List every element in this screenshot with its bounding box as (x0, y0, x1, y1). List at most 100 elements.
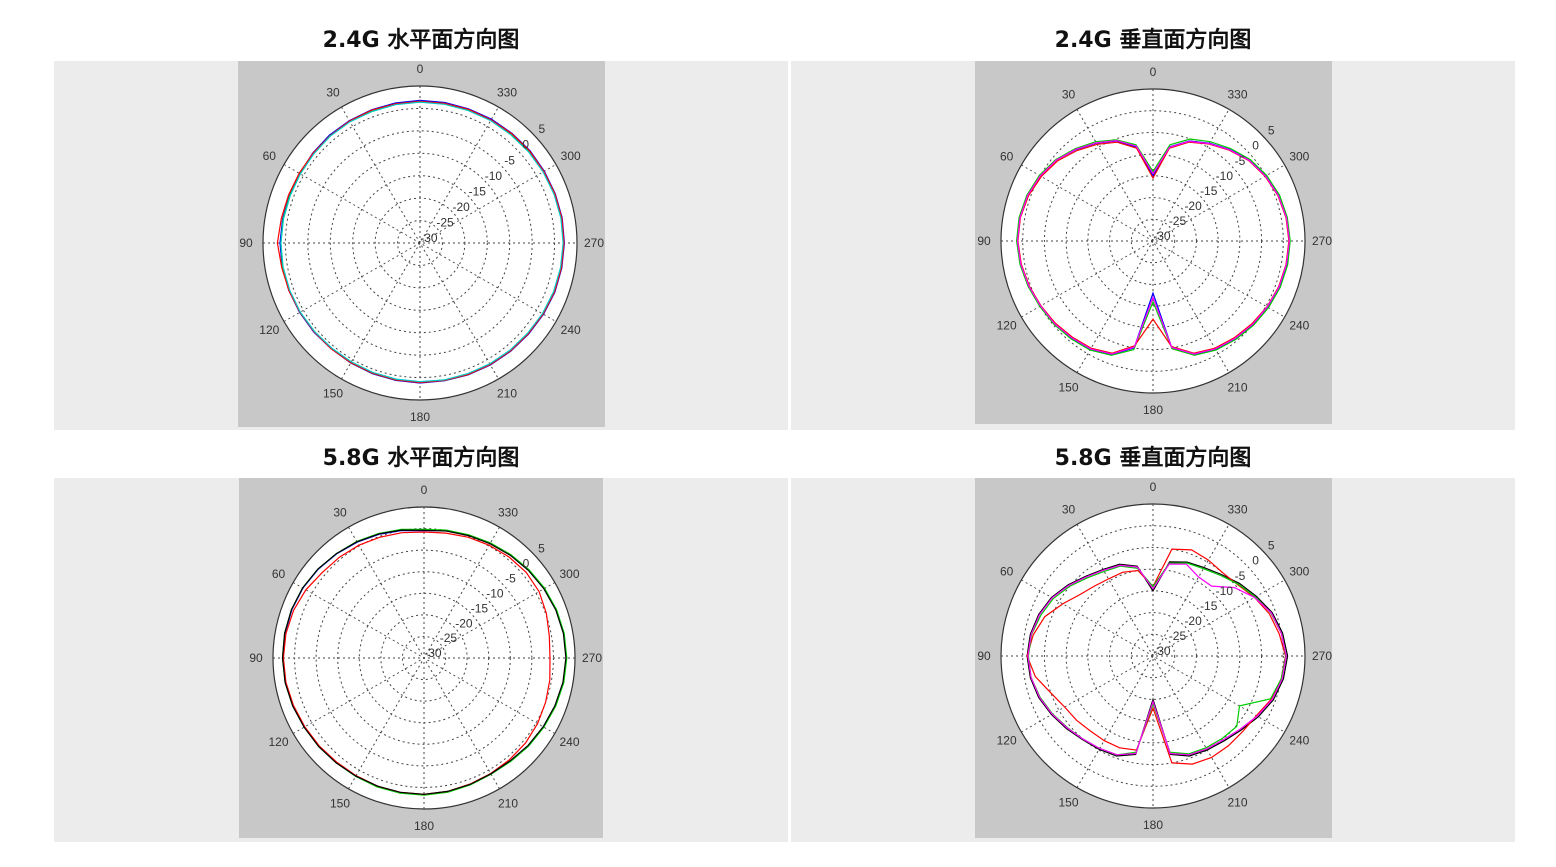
polar-gridline-ring (1065, 153, 1241, 329)
radial-tick-label: -20 (452, 200, 470, 214)
radial-tick-label: -30 (1153, 229, 1171, 243)
angle-tick-label: 60 (1000, 565, 1014, 579)
angle-tick-label: 180 (414, 819, 434, 833)
angle-tick-label: 330 (498, 506, 518, 520)
angle-tick-label: 240 (1289, 319, 1309, 333)
angle-tick-label: 0 (421, 483, 428, 497)
polar-gridline-spoke (1076, 109, 1230, 373)
angle-tick-label: 150 (330, 796, 350, 810)
radial-tick-label: -30 (420, 231, 438, 245)
angle-tick-label: 330 (497, 85, 517, 99)
radial-tick-label: -25 (440, 631, 458, 645)
polar-gridline-ring (315, 549, 533, 767)
angle-tick-label: 330 (1227, 88, 1247, 102)
radial-tick-label: -10 (1216, 169, 1234, 183)
radial-tick-label: 5 (1268, 539, 1275, 553)
angle-tick-label: 150 (1058, 380, 1078, 394)
angle-tick-label: 300 (1289, 150, 1309, 164)
radial-tick-label: 0 (522, 138, 529, 152)
angle-tick-label: 120 (997, 734, 1017, 748)
pattern-series-line (1027, 562, 1287, 756)
polar-gridline-ring (380, 614, 468, 702)
radial-tick-label: -10 (485, 169, 503, 183)
angle-tick-label: 270 (582, 651, 602, 665)
radial-tick-label: -20 (455, 616, 473, 630)
angle-tick-label: 240 (561, 323, 581, 337)
pattern-series-line (1026, 561, 1289, 757)
polar-chart: 0306090120150180210240270300330-30-25-20… (239, 62, 604, 424)
polar-gridline-ring (1022, 525, 1284, 787)
radial-tick-label: -15 (1200, 599, 1218, 613)
polar-gridline-ring (1065, 568, 1241, 744)
angle-tick-label: 60 (272, 567, 286, 581)
polar-chart: 0306090120150180210240270300330-30-25-20… (249, 483, 602, 833)
angle-tick-label: 30 (326, 85, 340, 99)
polar-gridline-ring (307, 130, 533, 356)
pattern-series-line (280, 101, 564, 383)
angle-tick-label: 0 (1150, 65, 1157, 79)
angle-tick-label: 210 (1227, 380, 1247, 394)
angle-tick-label: 90 (977, 649, 991, 663)
angle-tick-label: 180 (410, 410, 430, 424)
polar-chart: 0 30 60 90 120 150 180 210 240 270 300 330 -30-25-20… (977, 65, 1332, 417)
radial-tick-label: -10 (486, 586, 504, 600)
radial-tick-label: -5 (505, 571, 516, 585)
angle-tick-label: 120 (997, 319, 1017, 333)
radial-tick-label: -25 (1169, 629, 1187, 643)
angle-tick-label: 240 (1289, 734, 1309, 748)
radial-tick-label: -10 (1216, 584, 1234, 598)
angle-tick-label: 270 (584, 236, 604, 250)
angle-tick-label: 60 (1000, 150, 1014, 164)
chart-title: 5.8G 水平面方向图 (322, 446, 520, 471)
polar-gridline-spoke (1076, 524, 1230, 788)
angle-tick-label: 60 (263, 149, 277, 163)
radial-tick-label: -15 (1200, 184, 1218, 198)
polar-chart: 0306090120150180210240270300330-30-25-20… (977, 480, 1332, 832)
pattern-series-line (1016, 139, 1291, 355)
polar-gridline-ring (337, 571, 511, 745)
radial-tick-label: -5 (1235, 154, 1246, 168)
pattern-series-line (276, 100, 565, 384)
pattern-series-line (1015, 138, 1291, 356)
radial-tick-label: 0 (1252, 554, 1259, 568)
radial-tick-label: -5 (504, 153, 515, 167)
radial-tick-label: -20 (1184, 614, 1202, 628)
polar-gridline-ring (397, 220, 443, 266)
angle-tick-label: 120 (268, 735, 288, 749)
angle-tick-label: 210 (497, 387, 517, 401)
angle-tick-label: 330 (1227, 503, 1247, 517)
angle-tick-label: 30 (1062, 503, 1076, 517)
radial-tick-label: -20 (1184, 199, 1202, 213)
chart-title: 5.8G 垂直面方向图 (1054, 446, 1252, 471)
radial-tick-label: 5 (1268, 124, 1275, 138)
angle-tick-label: 180 (1143, 403, 1163, 417)
angle-tick-label: 300 (559, 567, 579, 581)
polar-gridline-ring (1022, 110, 1284, 372)
polar-gridline-ring (352, 175, 488, 311)
polar-gridline-spoke (283, 164, 557, 322)
pattern-series-line (281, 529, 567, 795)
radial-tick-label: 5 (538, 122, 545, 136)
radial-tick-label: -15 (471, 601, 489, 615)
angle-tick-label: 90 (977, 234, 991, 248)
angle-tick-label: 0 (417, 62, 424, 76)
angle-tick-label: 120 (259, 323, 279, 337)
angle-tick-label: 270 (1312, 234, 1332, 248)
angle-tick-label: 90 (249, 651, 263, 665)
chart-title: 2.4G 水平面方向图 (322, 28, 520, 53)
radial-tick-label: -25 (436, 216, 454, 230)
polar-gridline-ring (401, 635, 447, 681)
radial-tick-label: -25 (1169, 214, 1187, 228)
radial-tick-label: 0 (523, 556, 530, 570)
angle-tick-label: 150 (323, 387, 343, 401)
chart-title: 2.4G 垂直面方向图 (1054, 28, 1252, 53)
angle-tick-label: 30 (1062, 88, 1076, 102)
radial-tick-label: -15 (469, 184, 487, 198)
angle-tick-label: 30 (333, 506, 347, 520)
angle-tick-label: 180 (1143, 818, 1163, 832)
angle-tick-label: 300 (561, 149, 581, 163)
radial-tick-label: 0 (1252, 139, 1259, 153)
radial-tick-label: -30 (424, 646, 442, 660)
angle-tick-label: 270 (1312, 649, 1332, 663)
